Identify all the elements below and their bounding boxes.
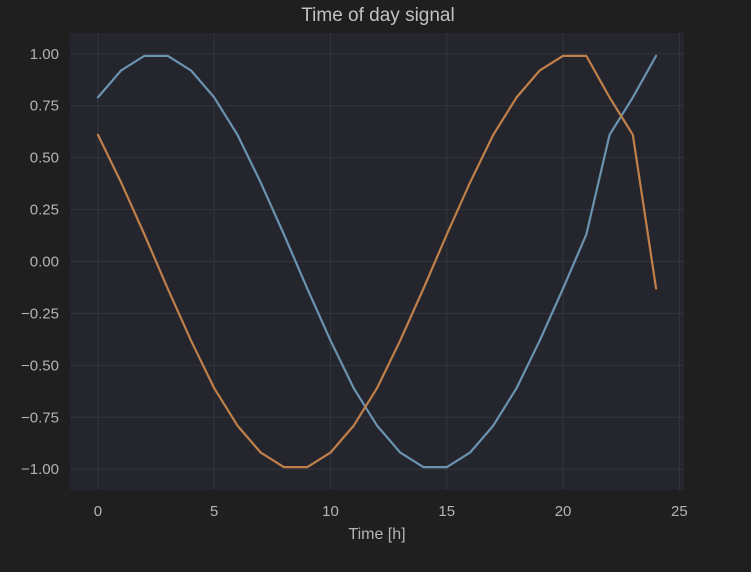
x-axis-label: Time [h]	[348, 526, 405, 543]
y-tick-labels: 1.00 0.75 0.50 0.25 0.00 −0.25 −0.50 −0.75 −1.00	[21, 46, 59, 478]
series-line-2	[96, 54, 658, 469]
y-tick-label: 0.00	[30, 254, 59, 271]
y-tick-label: −0.50	[21, 357, 59, 374]
x-tick-label: 0	[94, 503, 102, 520]
grid-lines	[70, 33, 684, 490]
x-tick-label: 5	[210, 503, 218, 520]
x-tick-label: 15	[438, 503, 455, 520]
x-tick-label: 20	[555, 503, 572, 520]
y-tick-label: −1.00	[21, 461, 59, 478]
y-tick-label: 0.75	[30, 98, 59, 115]
x-tick-label: 10	[322, 503, 339, 520]
y-tick-label: 0.25	[30, 202, 59, 219]
y-tick-label: −0.25	[21, 305, 59, 322]
series-line-1	[96, 54, 658, 469]
y-tick-label: −0.75	[21, 409, 59, 426]
x-tick-label: 25	[671, 503, 688, 520]
y-tick-label: 1.00	[30, 46, 59, 63]
y-tick-label: 0.50	[30, 150, 59, 167]
x-tick-labels: 0 5 10 15 20 25	[94, 503, 688, 520]
series-layer	[96, 54, 658, 469]
chart-title: Time of day signal	[301, 5, 454, 26]
